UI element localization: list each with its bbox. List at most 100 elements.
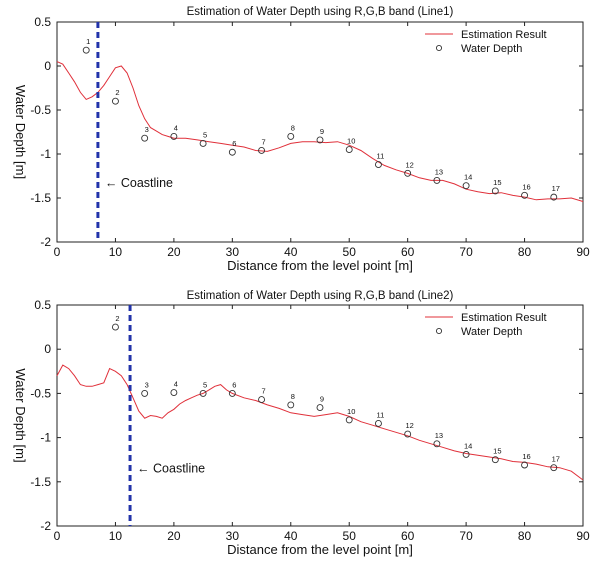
water-depth-point-label: 16 xyxy=(522,182,530,191)
water-depth-point xyxy=(228,148,236,156)
x-tick-label: 90 xyxy=(576,245,590,259)
y-tick-label: -2 xyxy=(40,519,51,533)
water-depth-point xyxy=(287,132,295,140)
water-depth-point xyxy=(433,440,441,448)
water-depth-point-label: 9 xyxy=(320,127,324,136)
legend-entry-water-depth: Water Depth xyxy=(461,43,522,55)
water-depth-point-label: 17 xyxy=(552,455,560,464)
water-depth-point-label: 11 xyxy=(377,410,385,419)
water-depth-point-label: 2 xyxy=(115,314,119,323)
y-tick-label: -0.5 xyxy=(30,386,51,400)
water-depth-point-label: 9 xyxy=(320,395,324,404)
x-axis-label: Distance from the level point [m] xyxy=(227,258,413,273)
y-tick-label: -1 xyxy=(40,147,51,161)
water-depth-point-label: 12 xyxy=(405,160,413,169)
water-depth-point-label: 4 xyxy=(174,123,178,132)
water-depth-point-label: 7 xyxy=(261,387,265,396)
coastline-annotation: ← Coastline xyxy=(137,462,205,476)
y-tick-label: -1 xyxy=(40,431,51,445)
water-depth-point-label: 16 xyxy=(522,452,530,461)
plot-area-frame xyxy=(56,21,584,243)
x-tick-label: 70 xyxy=(459,529,473,543)
water-depth-point-label: 7 xyxy=(261,137,265,146)
x-axis-label: Distance from the level point [m] xyxy=(227,542,413,557)
water-depth-point-label: 13 xyxy=(435,167,443,176)
water-depth-point-label: 14 xyxy=(464,173,472,182)
water-depth-point xyxy=(374,161,382,169)
x-tick-label: 0 xyxy=(54,245,61,259)
x-tick-label: 30 xyxy=(226,245,240,259)
x-tick-label: 90 xyxy=(576,529,590,543)
chart-panel-1: Estimation of Water Depth using R,G,B ba… xyxy=(13,6,590,273)
water-depth-point xyxy=(550,464,558,472)
x-tick-label: 0 xyxy=(54,529,61,543)
water-depth-point xyxy=(491,187,499,195)
water-depth-point-label: 15 xyxy=(493,178,501,187)
water-depth-point xyxy=(316,404,324,411)
legend-entry-estimation: Estimation Result xyxy=(461,29,547,41)
water-depth-point-label: 11 xyxy=(377,152,385,161)
x-tick-label: 40 xyxy=(284,529,298,543)
water-depth-point-label: 15 xyxy=(493,447,501,456)
x-tick-label: 60 xyxy=(401,529,415,543)
water-depth-point-label: 8 xyxy=(291,123,295,132)
water-depth-point xyxy=(111,323,119,331)
x-tick-label: 40 xyxy=(284,245,298,259)
plot-area-frame xyxy=(56,304,584,527)
y-tick-label: 0.5 xyxy=(34,298,51,312)
legend-entry-water-depth: Water Depth xyxy=(461,326,522,338)
x-tick-label: 10 xyxy=(109,529,123,543)
water-depth-point-label: 5 xyxy=(203,130,207,139)
water-depth-point-label: 13 xyxy=(435,431,443,440)
water-depth-point xyxy=(374,420,382,427)
x-tick-label: 70 xyxy=(459,245,473,259)
legend-marker-swatch xyxy=(435,44,443,52)
water-depth-point xyxy=(141,134,149,142)
water-depth-point-label: 10 xyxy=(347,407,355,416)
water-depth-point-label: 12 xyxy=(405,421,413,430)
water-depth-point xyxy=(199,139,207,147)
water-depth-point xyxy=(316,136,324,144)
water-depth-point xyxy=(82,46,90,54)
water-depth-point xyxy=(199,389,207,397)
water-depth-point xyxy=(111,97,119,105)
coastline-annotation: ← Coastline xyxy=(105,176,173,190)
water-depth-point-label: 6 xyxy=(232,380,236,389)
legend-entry-estimation: Estimation Result xyxy=(461,312,547,324)
x-tick-label: 20 xyxy=(167,245,181,259)
y-tick-label: 0 xyxy=(44,342,51,356)
water-depth-point-label: 5 xyxy=(203,380,207,389)
y-tick-label: -0.5 xyxy=(30,103,51,117)
estimation-result-line xyxy=(56,61,584,202)
legend-marker-swatch xyxy=(435,327,443,335)
water-depth-point xyxy=(141,389,149,397)
water-depth-point xyxy=(521,191,529,199)
water-depth-point xyxy=(170,132,178,140)
water-depth-point-label: 2 xyxy=(115,88,119,97)
water-depth-point xyxy=(491,456,499,464)
water-depth-point-label: 14 xyxy=(464,441,472,450)
water-depth-point-label: 17 xyxy=(552,184,560,193)
water-depth-point xyxy=(404,430,412,438)
x-tick-label: 60 xyxy=(401,245,415,259)
x-tick-label: 80 xyxy=(518,245,532,259)
chart-panel-2: Estimation of Water Depth using R,G,B ba… xyxy=(13,290,590,557)
water-depth-point xyxy=(462,182,470,190)
y-tick-label: -1.5 xyxy=(30,475,51,489)
y-tick-label: 0 xyxy=(44,59,51,73)
x-tick-label: 30 xyxy=(226,529,240,543)
chart-title: Estimation of Water Depth using R,G,B ba… xyxy=(187,6,454,18)
water-depth-point xyxy=(228,389,236,397)
water-depth-point xyxy=(345,146,353,154)
water-depth-point xyxy=(404,169,412,177)
water-depth-point-label: 8 xyxy=(291,392,295,401)
y-axis-label: Water Depth [m] xyxy=(13,368,28,462)
y-tick-label: -1.5 xyxy=(30,191,51,205)
chart-title: Estimation of Water Depth using R,G,B ba… xyxy=(187,290,454,302)
water-depth-point xyxy=(550,193,558,201)
water-depth-point-label: 1 xyxy=(86,37,90,46)
water-depth-point-label: 6 xyxy=(232,139,236,148)
y-axis-label: Water Depth [m] xyxy=(13,85,28,179)
water-depth-point xyxy=(287,401,295,409)
x-tick-label: 10 xyxy=(109,245,123,259)
